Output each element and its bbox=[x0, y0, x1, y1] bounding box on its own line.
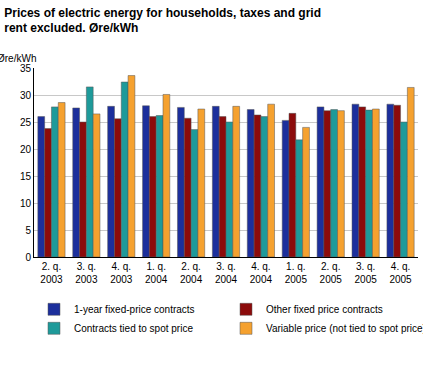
svg-text:2. q.2004: 2. q.2004 bbox=[180, 261, 203, 285]
svg-text:4. q.2004: 4. q.2004 bbox=[250, 261, 273, 285]
svg-text:Other fixed price contracts: Other fixed price contracts bbox=[266, 304, 383, 315]
svg-text:35: 35 bbox=[20, 63, 32, 74]
svg-text:0: 0 bbox=[25, 252, 31, 263]
svg-text:Øre/kWh: Øre/kWh bbox=[0, 53, 36, 64]
svg-text:15: 15 bbox=[20, 171, 32, 182]
svg-text:3. q.2003: 3. q.2003 bbox=[75, 261, 98, 285]
svg-text:5: 5 bbox=[25, 225, 31, 236]
svg-text:2. q.2003: 2. q.2003 bbox=[40, 261, 63, 285]
svg-text:4. q.2005: 4. q.2005 bbox=[389, 261, 412, 285]
svg-text:4. q.2003: 4. q.2003 bbox=[110, 261, 133, 285]
svg-text:3. q.2004: 3. q.2004 bbox=[215, 261, 238, 285]
svg-text:10: 10 bbox=[20, 198, 32, 209]
svg-text:Variable price (not tied to sp: Variable price (not tied to spot price) bbox=[266, 323, 423, 334]
svg-text:Prices of electric energy for: Prices of electric energy for households… bbox=[4, 6, 321, 36]
svg-text:1. q.2004: 1. q.2004 bbox=[145, 261, 168, 285]
svg-text:1. q.2005: 1. q.2005 bbox=[285, 261, 308, 285]
svg-text:2. q.2005: 2. q.2005 bbox=[320, 261, 343, 285]
svg-text:25: 25 bbox=[20, 117, 32, 128]
svg-text:1-year fixed-price contracts: 1-year fixed-price contracts bbox=[74, 304, 195, 315]
svg-text:Contracts tied to spot price: Contracts tied to spot price bbox=[74, 323, 193, 334]
svg-text:3. q.2005: 3. q.2005 bbox=[355, 261, 378, 285]
svg-text:20: 20 bbox=[20, 144, 32, 155]
svg-text:30: 30 bbox=[20, 90, 32, 101]
